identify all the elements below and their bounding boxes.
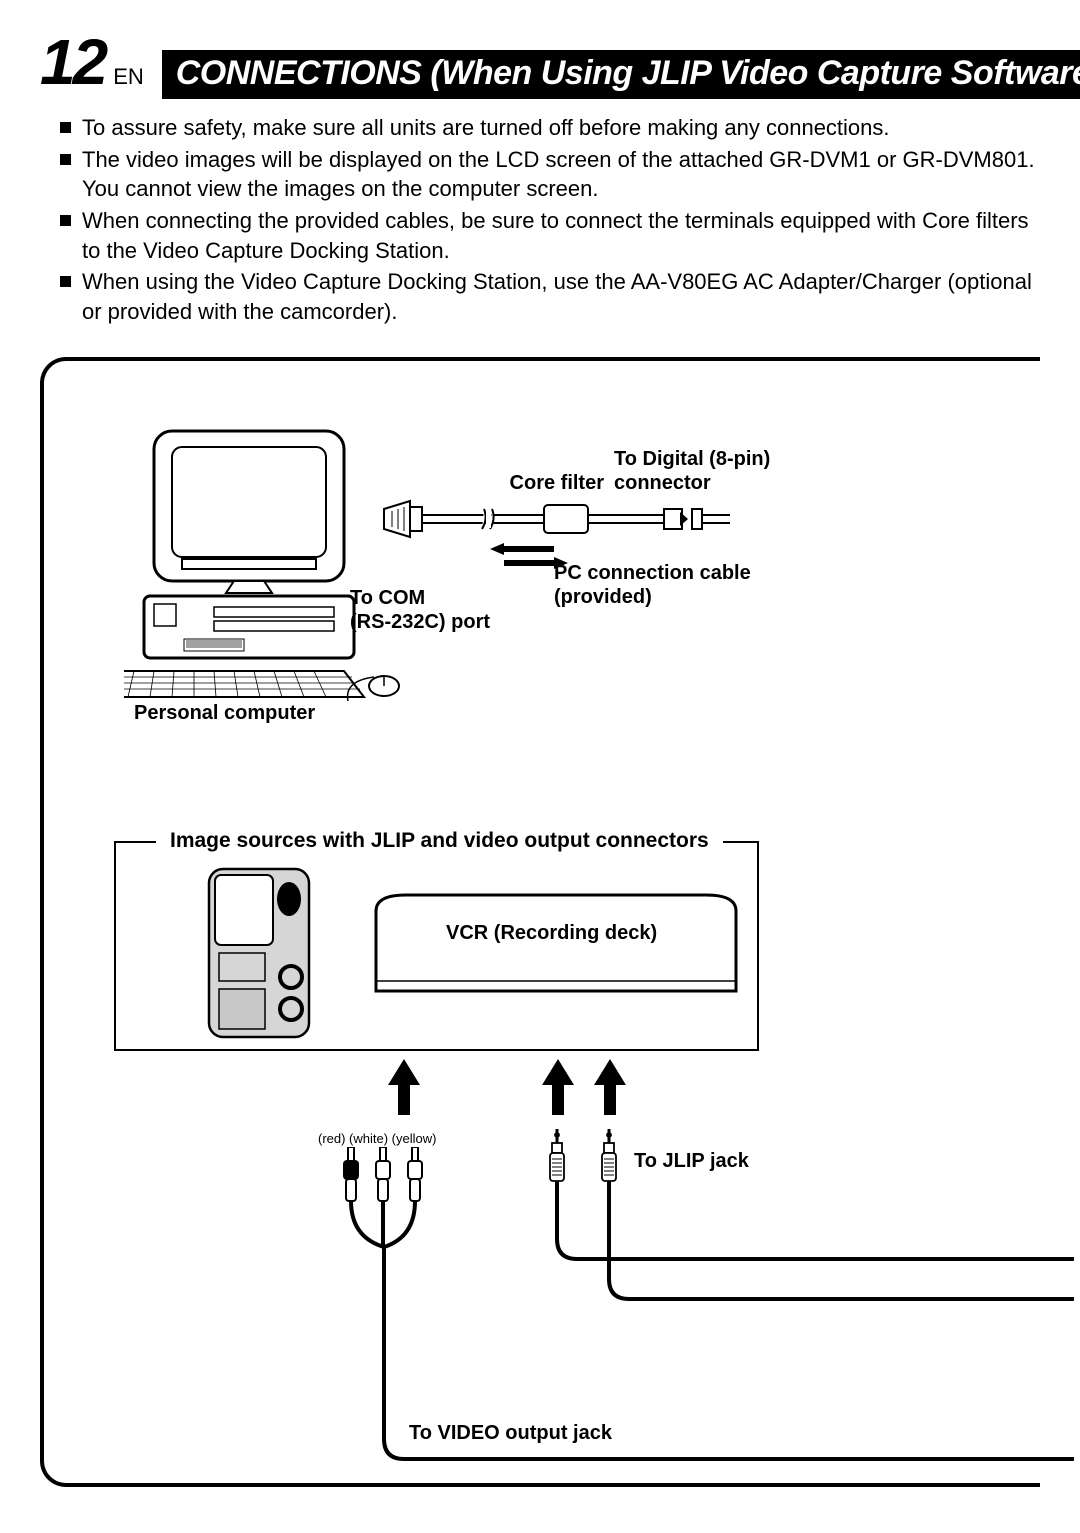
pc-cable-icon (374, 491, 744, 571)
bullet-item: When connecting the provided cables, be … (60, 206, 1040, 265)
label-pc-cable: PC connection cable (provided) (554, 561, 751, 609)
arrow-up-icon (384, 1059, 424, 1119)
label-personal-computer: Personal computer (134, 701, 315, 725)
page-header: 12 EN CONNECTIONS (When Using JLIP Video… (40, 30, 1040, 99)
bullet-list: To assure safety, make sure all units ar… (60, 113, 1040, 327)
vcr-icon (366, 891, 746, 1011)
bullet-item: The video images will be displayed on th… (60, 145, 1040, 204)
computer-icon (124, 421, 384, 701)
page-title: CONNECTIONS (When Using JLIP Video Captu… (162, 50, 1080, 99)
label-core-filter: Core filter (494, 471, 604, 495)
label-rca-colors: (red) (white) (yellow) (318, 1131, 436, 1146)
page-number: 12 (40, 30, 105, 94)
connection-diagram: Personal computer Core filter To Digi (40, 357, 1040, 1487)
group-legend: Image sources with JLIP and video output… (156, 829, 723, 853)
image-sources-group: Image sources with JLIP and video output… (114, 841, 759, 1051)
bullet-item: When using the Video Capture Docking Sta… (60, 267, 1040, 326)
arrow-up-icon (590, 1059, 630, 1119)
label-vcr: VCR (Recording deck) (446, 921, 657, 945)
camcorder-icon (201, 861, 321, 1046)
arrow-up-icon (538, 1059, 578, 1119)
label-to-digital: To Digital (8-pin) connector (614, 447, 770, 495)
label-to-jlip: To JLIP jack (634, 1149, 749, 1173)
label-to-com: To COM (RS-232C) port (350, 586, 490, 634)
bullet-item: To assure safety, make sure all units ar… (60, 113, 1040, 143)
label-to-video: To VIDEO output jack (409, 1421, 612, 1445)
mouse-icon (344, 671, 404, 711)
lang-code: EN (113, 64, 144, 90)
